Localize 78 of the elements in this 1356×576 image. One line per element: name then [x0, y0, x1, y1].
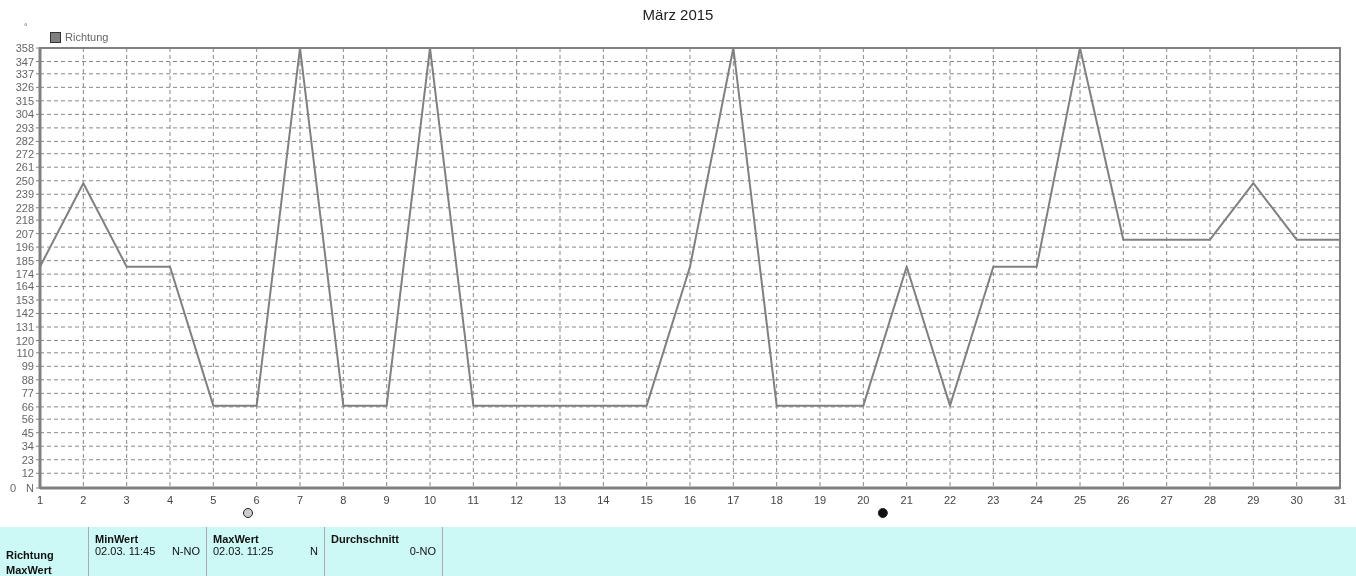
text: N-NO	[171, 545, 200, 557]
chart-title: März 2015	[641, 6, 715, 23]
y-tick-label: 66	[21, 400, 34, 413]
x-tick-label: 16	[683, 493, 697, 506]
x-tick-label: 10	[423, 493, 437, 506]
y-tick-label: 315	[15, 94, 34, 107]
x-tick-label: 5	[210, 493, 217, 506]
x-tick-label: 28	[1203, 493, 1217, 506]
y-tick-label: 326	[15, 81, 34, 94]
x-tick-label: 31	[1333, 493, 1347, 506]
x-tick-label: 1	[36, 493, 44, 506]
y-tick-label: 56	[21, 413, 34, 426]
text: Durchschnitt	[331, 533, 400, 545]
x-tick-label: 7	[296, 493, 304, 506]
x-tick-label: 9	[383, 493, 390, 506]
y-tick-label: 228	[15, 201, 34, 214]
y-tick-label: 45	[21, 426, 34, 439]
x-tick-label: 20	[857, 493, 870, 506]
y-axis-title: °	[24, 22, 28, 32]
y-tick-label: 164	[15, 280, 34, 293]
x-tick-label: 8	[340, 493, 347, 506]
x-tick-label: 23	[987, 493, 1000, 506]
y-tick-label: 239	[15, 188, 34, 201]
x-tick-label: 26	[1117, 493, 1130, 506]
text: MaxWert	[213, 533, 260, 545]
y-tick-label: 77	[21, 387, 34, 400]
x-tick-label: 3	[123, 493, 130, 506]
y-tick-label: 261	[15, 161, 34, 174]
y-tick-label: 293	[15, 121, 34, 134]
text: 02.03. 11:45	[95, 545, 156, 557]
y-tick-label: 282	[15, 135, 34, 148]
y-tick-label: 272	[15, 147, 34, 160]
x-tick-label: 30	[1290, 493, 1303, 506]
x-tick-label: 29	[1247, 493, 1260, 506]
y-tick-label: 23	[21, 453, 34, 466]
x-tick-label: 12	[510, 493, 523, 506]
text: MaxWert	[6, 563, 53, 576]
x-tick-label: 19	[813, 493, 827, 506]
y-tick-label: 250	[15, 174, 34, 187]
x-tick-label: 6	[253, 493, 260, 506]
text: Richtung	[6, 548, 55, 563]
y-tick-label: 304	[15, 108, 34, 121]
x-tick-label: 4	[166, 493, 174, 506]
y-tick-label: 110	[16, 346, 34, 359]
y-tick-label: 120	[15, 334, 34, 347]
text: 02.03. 11:25	[213, 545, 274, 557]
x-tick-label: 22	[943, 493, 957, 506]
x-tick-label: 27	[1160, 493, 1173, 506]
x-tick-label: 2	[80, 493, 87, 506]
x-tick-label: 17	[727, 493, 740, 506]
x-tick-label: 11	[467, 493, 480, 506]
x-tick-label: 18	[770, 493, 783, 506]
y-tick-label: 0 N	[10, 482, 35, 494]
text: MinWert	[95, 533, 140, 545]
x-tick-label: 21	[900, 493, 913, 506]
x-tick-label: 14	[597, 493, 610, 506]
y-tick-label: 153	[15, 293, 34, 306]
y-tick-label: 131	[15, 320, 34, 333]
y-tick-label: 174	[15, 268, 34, 281]
y-tick-label: 347	[15, 55, 34, 68]
y-tick-label: 358	[15, 42, 34, 54]
y-tick-label: 207	[15, 227, 34, 240]
y-tick-label: 337	[15, 67, 34, 80]
x-tick-label: 13	[553, 493, 567, 506]
text: 0-NO	[408, 545, 436, 557]
y-tick-label: 218	[15, 214, 34, 227]
y-tick-label: 196	[15, 241, 34, 254]
x-tick-label: 25	[1073, 493, 1087, 506]
y-tick-label: 34	[21, 440, 34, 453]
y-tick-label: 12	[21, 467, 34, 480]
y-tick-label: 185	[15, 254, 34, 267]
y-tick-label: 142	[15, 307, 34, 320]
legend-label: Richtung	[64, 31, 109, 43]
text: N	[310, 545, 318, 557]
x-tick-label: 24	[1030, 493, 1043, 506]
x-tick-label: 15	[640, 493, 653, 506]
y-tick-label: 88	[21, 373, 34, 386]
y-tick-label: 99	[21, 360, 34, 373]
